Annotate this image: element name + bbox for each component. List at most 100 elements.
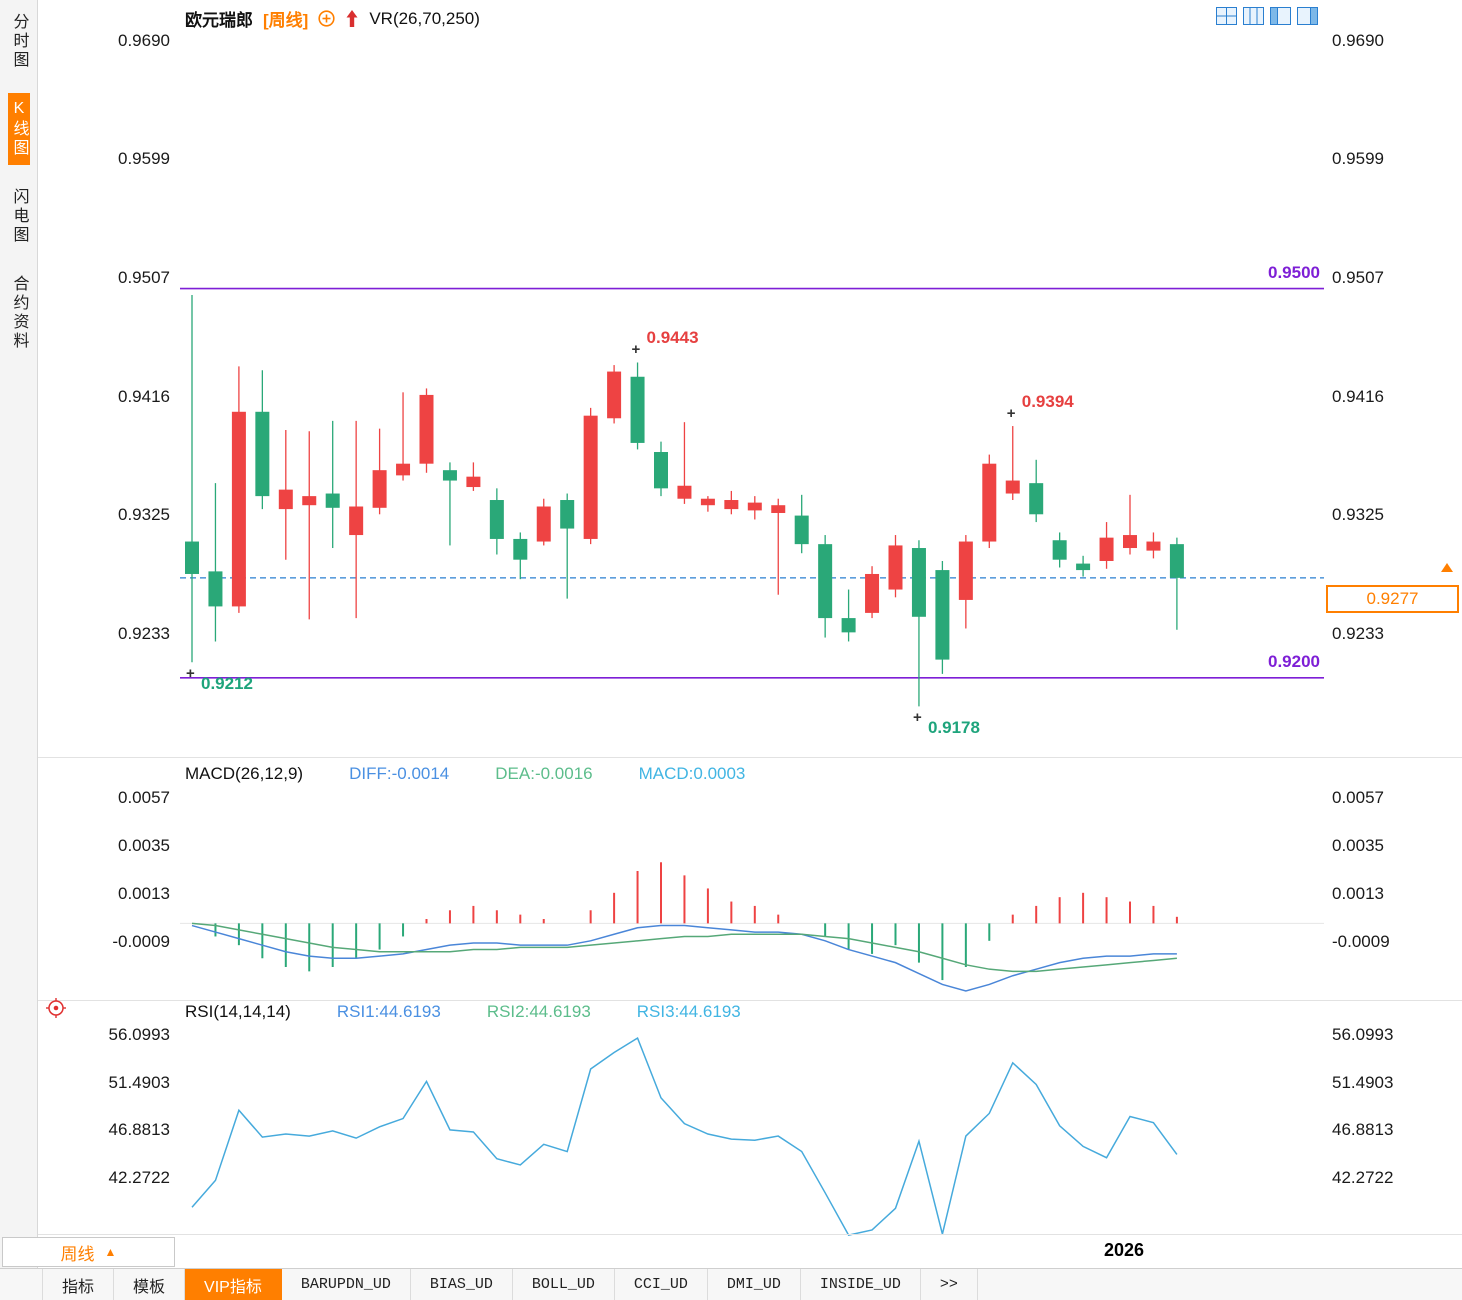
x-axis-year-label: 2026 (1104, 1240, 1145, 1260)
candle-body (255, 411, 270, 497)
candle-body (278, 489, 293, 510)
alert-target-icon[interactable] (44, 996, 68, 1025)
candle-body (865, 573, 880, 613)
candle-body (489, 500, 504, 539)
candle (607, 365, 622, 424)
macd-dea-line (191, 922, 1177, 973)
rsi-header-row: RSI(14,14,14) RSI1:44.6193 RSI2:44.6193 … (185, 1002, 741, 1022)
candle (255, 370, 270, 510)
price-up-arrow-icon (1441, 562, 1453, 572)
sidebar-item-lightning[interactable]: 闪电图 (10, 188, 28, 245)
candle (794, 494, 809, 554)
candle-body (1005, 480, 1020, 494)
candle (560, 493, 575, 599)
layout-columns-icon[interactable] (1243, 7, 1264, 25)
candle (1052, 532, 1067, 568)
candle-body (1099, 537, 1114, 561)
bottom-tab-bar: 指标 模板 VIP指标 BARUPDN_UD BIAS_UD BOLL_UD CCI_UD D… (0, 1268, 1462, 1300)
candle-body (935, 570, 950, 660)
candle-body (325, 493, 340, 508)
candle (818, 535, 833, 638)
candle-body (185, 541, 199, 574)
candle (841, 589, 856, 642)
candle (771, 498, 786, 595)
candle-body (1169, 544, 1184, 578)
candle-body (302, 496, 317, 506)
candle-body (372, 470, 387, 508)
candle (325, 420, 340, 549)
symbol-name: 欧元瑞郎 (185, 11, 253, 30)
candle-body (208, 571, 223, 607)
period-tag[interactable]: [周线] (263, 11, 309, 30)
candle (724, 490, 739, 515)
macd-label: MACD(26,12,9) (185, 764, 304, 783)
rsi-label: RSI(14,14,14) (185, 1002, 291, 1021)
bottom-tab-9[interactable]: >> (921, 1269, 978, 1300)
candle-body (841, 618, 856, 633)
macd-diff-value: DIFF:-0.0014 (349, 764, 450, 783)
bottom-tab-0[interactable]: 指标 (42, 1269, 115, 1300)
candle-body (1076, 563, 1091, 571)
candle (1123, 494, 1137, 555)
candle-body (677, 485, 692, 499)
candle (935, 561, 950, 674)
up-arrow-icon (345, 9, 359, 28)
sidebar-item-kline[interactable]: K线图 (7, 93, 30, 165)
candle (700, 496, 715, 512)
rsi1-value: RSI1:44.6193 (336, 1002, 441, 1021)
candle-body (607, 371, 622, 419)
candle (231, 366, 246, 613)
candle (1099, 522, 1114, 569)
candle-body (560, 500, 575, 529)
bottom-tab-4[interactable]: BIAS_UD (411, 1269, 513, 1300)
vr-indicator-label: VR(26,70,250) (369, 8, 480, 28)
panel-divider-rsi-axis (38, 1234, 1462, 1235)
layout-grid-icon[interactable] (1216, 7, 1237, 25)
candle (1005, 426, 1020, 501)
candle-body (911, 548, 926, 617)
period-selector[interactable]: 周线 ▲ (2, 1237, 175, 1267)
macd-dea-value: DEA:-0.0016 (495, 764, 593, 783)
panel-divider-macd-rsi (38, 1000, 1462, 1001)
layout-chart-left-icon[interactable] (1270, 7, 1291, 25)
candle (349, 420, 364, 619)
candle (982, 454, 997, 549)
candle (372, 428, 387, 515)
candle-body (654, 452, 668, 489)
add-indicator-icon[interactable] (318, 10, 335, 27)
candle (489, 488, 504, 555)
candle (654, 441, 668, 497)
bottom-tab-1[interactable]: 模板 (114, 1269, 186, 1300)
sidebar-item-timeshare[interactable]: 分时图 (10, 13, 28, 70)
candle (958, 535, 973, 629)
candle-body (630, 376, 645, 443)
candle-body (396, 463, 411, 476)
candle (888, 535, 903, 598)
bottom-tab-3[interactable]: BARUPDN_UD (282, 1269, 411, 1300)
candle (185, 295, 199, 663)
candle (466, 462, 481, 491)
candle-body (583, 415, 598, 539)
candle (630, 362, 645, 450)
candle (747, 496, 762, 520)
macd-header-row: MACD(26,12,9) DIFF:-0.0014 DEA:-0.0016 M… (185, 764, 745, 784)
candle-body (419, 394, 434, 464)
candle (396, 392, 411, 481)
candle (536, 498, 551, 546)
layout-icon-group (1216, 7, 1318, 25)
dropdown-arrow-icon: ▲ (104, 1245, 117, 1259)
bottom-tab-2[interactable]: VIP指标 (185, 1269, 282, 1300)
bottom-tab-8[interactable]: INSIDE_UD (801, 1269, 921, 1300)
sidebar-item-contract-info[interactable]: 合约资料 (10, 275, 28, 351)
candle (419, 388, 434, 473)
bottom-tab-7[interactable]: DMI_UD (708, 1269, 801, 1300)
bottom-tab-6[interactable]: CCI_UD (615, 1269, 708, 1300)
candle (442, 462, 457, 546)
bottom-tab-5[interactable]: BOLL_UD (513, 1269, 615, 1300)
chart-header: 欧元瑞郎 [周线] VR(26,70,250) (185, 6, 480, 31)
candle (1146, 532, 1161, 559)
candle-body (724, 500, 739, 510)
candle (513, 532, 528, 580)
layout-chart-right-icon[interactable] (1297, 7, 1318, 25)
